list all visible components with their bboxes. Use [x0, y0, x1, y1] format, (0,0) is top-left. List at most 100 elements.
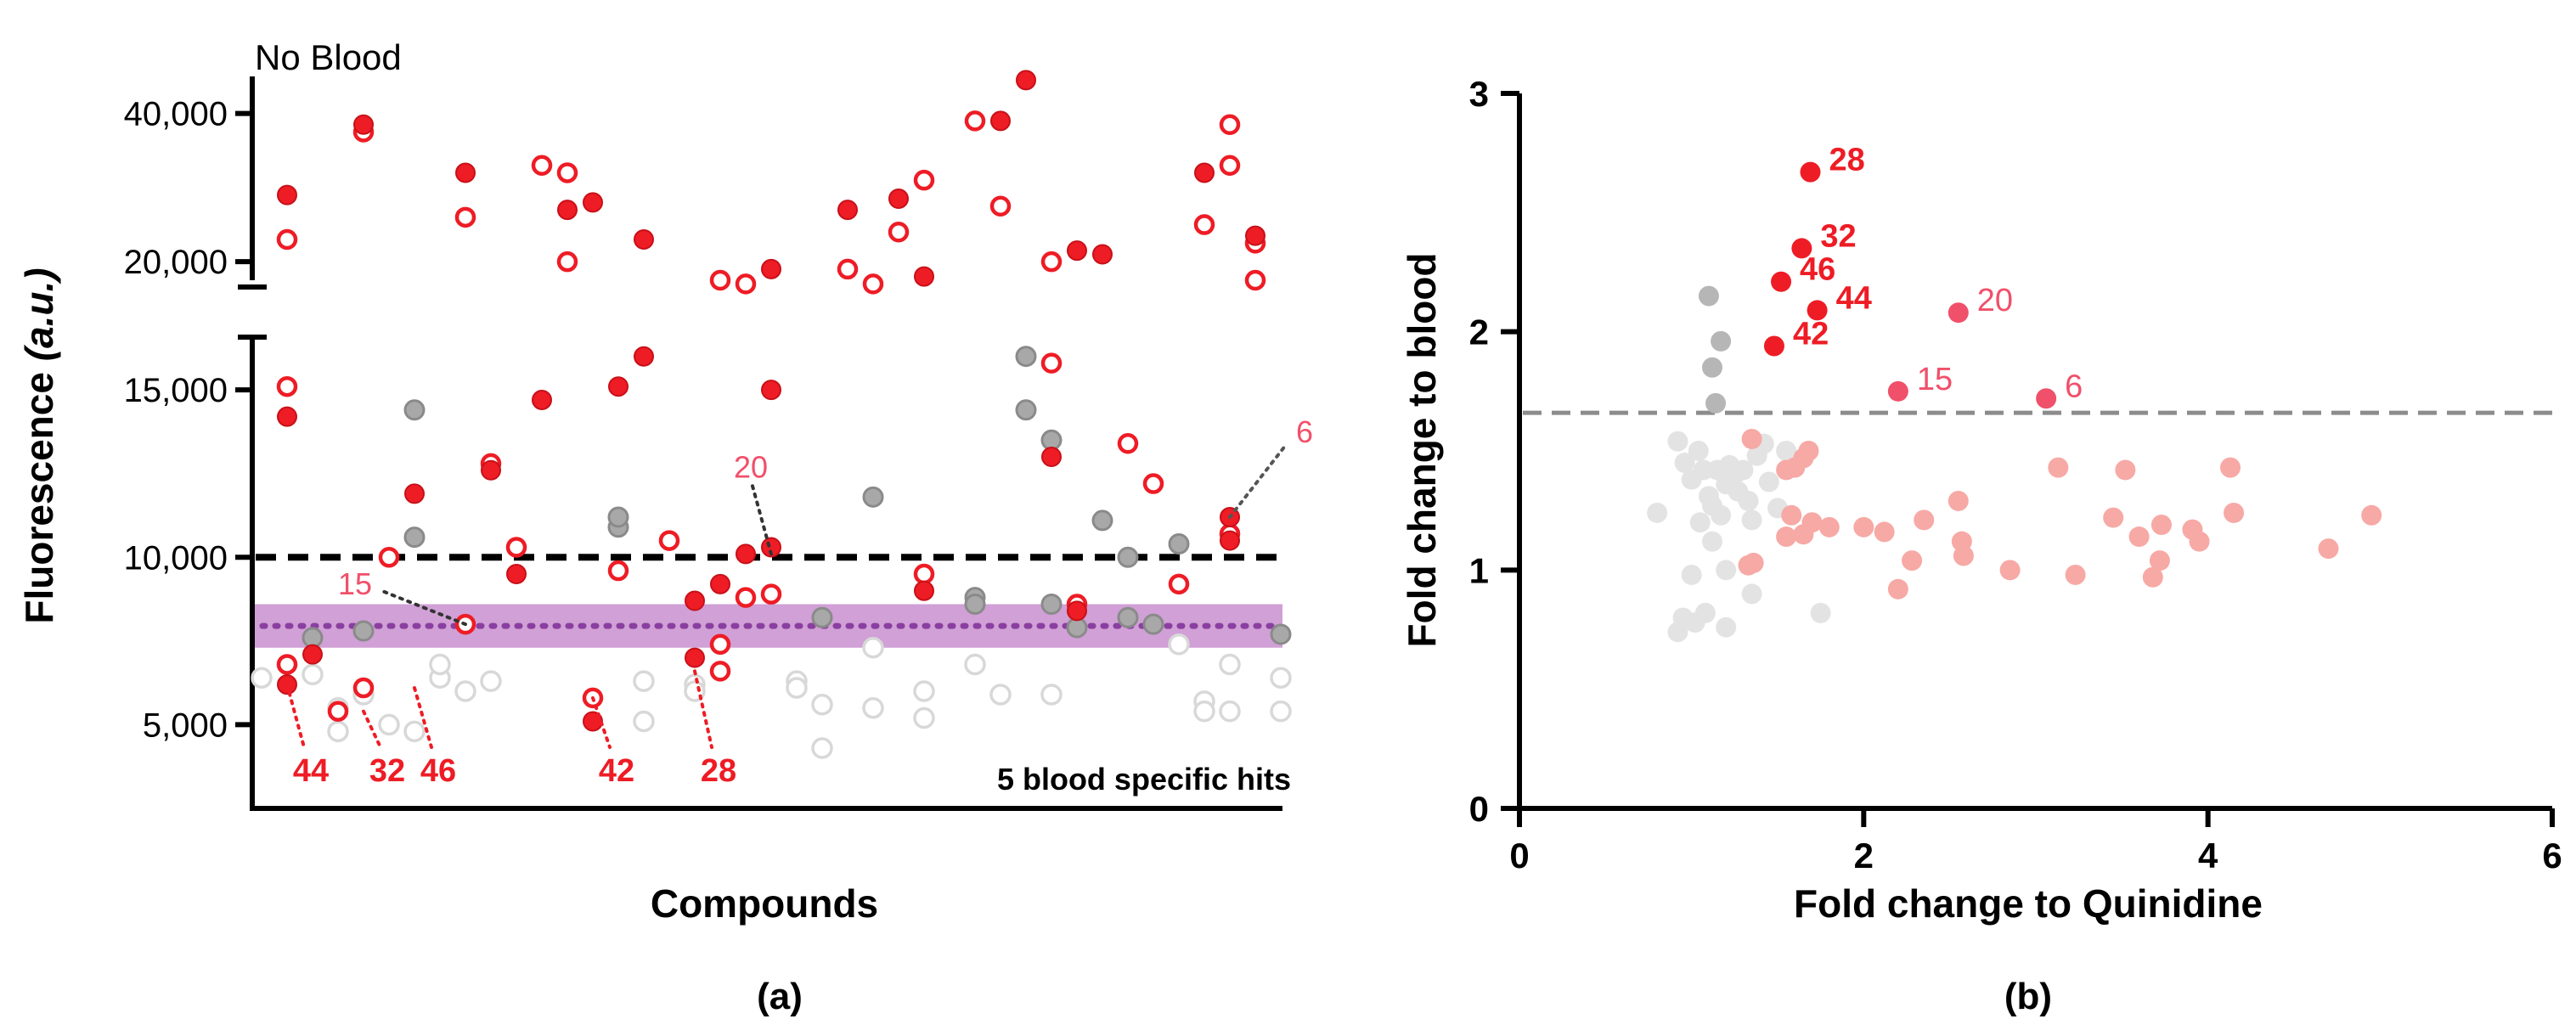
data-point: [1953, 545, 1974, 566]
data-point: [505, 537, 527, 558]
panel-a-y-axis-title: Fluorescence (a.u.): [17, 267, 61, 623]
y-tick-label: 40,000: [124, 96, 228, 133]
data-point: [1270, 623, 1292, 645]
data-point: [1716, 560, 1737, 581]
data-point: [1245, 225, 1265, 246]
data-point: [1270, 700, 1292, 723]
point-label-28: 28: [1829, 143, 1865, 178]
data-point: [1067, 240, 1087, 262]
y-tick-label: 10,000: [124, 539, 228, 577]
data-point: [1219, 653, 1241, 676]
data-point: [1733, 459, 1754, 481]
data-point: [454, 680, 476, 702]
callout-leader-line: [1228, 442, 1288, 519]
data-point: [1667, 431, 1688, 452]
data-point: [2115, 459, 2136, 481]
data-point: [1807, 300, 1828, 321]
data-point: [276, 654, 298, 675]
data-point: [2150, 515, 2172, 536]
data-point: [1040, 352, 1063, 374]
data-point: [1914, 510, 1935, 531]
data-point: [1015, 346, 1037, 368]
data-point: [709, 661, 731, 682]
data-point: [583, 192, 603, 213]
data-point: [1219, 114, 1241, 135]
data-point: [1066, 616, 1088, 639]
data-point: [429, 653, 451, 676]
data-point: [811, 737, 833, 759]
data-point: [989, 195, 1012, 217]
data-point: [1999, 560, 2021, 581]
data-point: [277, 184, 297, 205]
data-point: [914, 580, 934, 601]
data-point: [761, 537, 781, 558]
data-point: [1040, 593, 1063, 615]
data-point: [556, 251, 578, 273]
data-point: [302, 663, 324, 686]
data-point: [1701, 531, 1722, 552]
data-point: [327, 701, 349, 722]
data-point: [2103, 507, 2124, 528]
callout-label-20: 20: [734, 449, 768, 484]
data-point: [1758, 471, 1779, 493]
data-point: [1793, 524, 1814, 545]
data-point: [327, 720, 349, 743]
data-point: [837, 258, 859, 280]
data-point: [1874, 521, 1895, 543]
data-point: [913, 680, 935, 702]
data-point: [403, 399, 426, 421]
data-point: [990, 110, 1011, 132]
data-point: [2036, 388, 2057, 409]
data-point: [1948, 490, 1969, 511]
data-point: [1887, 380, 1908, 402]
data-point: [455, 162, 476, 183]
data-point: [608, 376, 628, 397]
panel-b-y-axis-title: Fold change to blood: [1400, 252, 1444, 647]
point-label-20: 20: [1977, 283, 2013, 318]
data-point: [1688, 441, 1709, 461]
callout-leader-line: [591, 695, 612, 749]
no-blood-label: No Blood: [255, 37, 402, 77]
point-label-15: 15: [1917, 362, 1953, 397]
point-label-32: 32: [1820, 218, 1856, 254]
callout-label-6: 6: [1296, 414, 1313, 449]
data-point: [480, 670, 502, 692]
data-point: [481, 459, 501, 481]
data-point: [914, 266, 934, 287]
callout-label-46: 46: [420, 753, 456, 789]
data-point: [1244, 269, 1266, 291]
data-point: [913, 563, 935, 585]
point-label-42: 42: [1793, 317, 1829, 352]
data-point: [1763, 335, 1784, 357]
data-point: [633, 710, 655, 733]
data-point: [633, 670, 655, 692]
data-point: [1219, 155, 1241, 176]
data-point: [1270, 667, 1292, 689]
data-point: [913, 169, 935, 191]
data-point: [403, 526, 426, 549]
point-label-44: 44: [1836, 280, 1872, 316]
data-point: [1016, 70, 1036, 91]
data-point: [403, 720, 426, 743]
data-point: [811, 606, 833, 628]
data-point: [506, 564, 527, 584]
data-point: [1168, 633, 1190, 656]
data-point: [1219, 700, 1241, 723]
data-point: [2149, 550, 2170, 571]
data-point: [634, 346, 654, 367]
data-point: [532, 389, 552, 410]
data-point: [2142, 566, 2163, 588]
data-point: [454, 206, 476, 228]
data-point: [1040, 429, 1063, 451]
data-point: [2318, 538, 2339, 560]
data-point: [378, 713, 400, 736]
data-point: [761, 380, 781, 401]
data-point: [1771, 271, 1792, 292]
data-point: [2128, 526, 2150, 548]
y-axis-title-main: Fluorescence: [17, 361, 61, 623]
data-point: [1117, 546, 1139, 568]
data-point: [2361, 504, 2382, 526]
data-point: [2189, 531, 2210, 552]
callout-label-42: 42: [599, 753, 634, 789]
data-point: [1041, 447, 1062, 467]
